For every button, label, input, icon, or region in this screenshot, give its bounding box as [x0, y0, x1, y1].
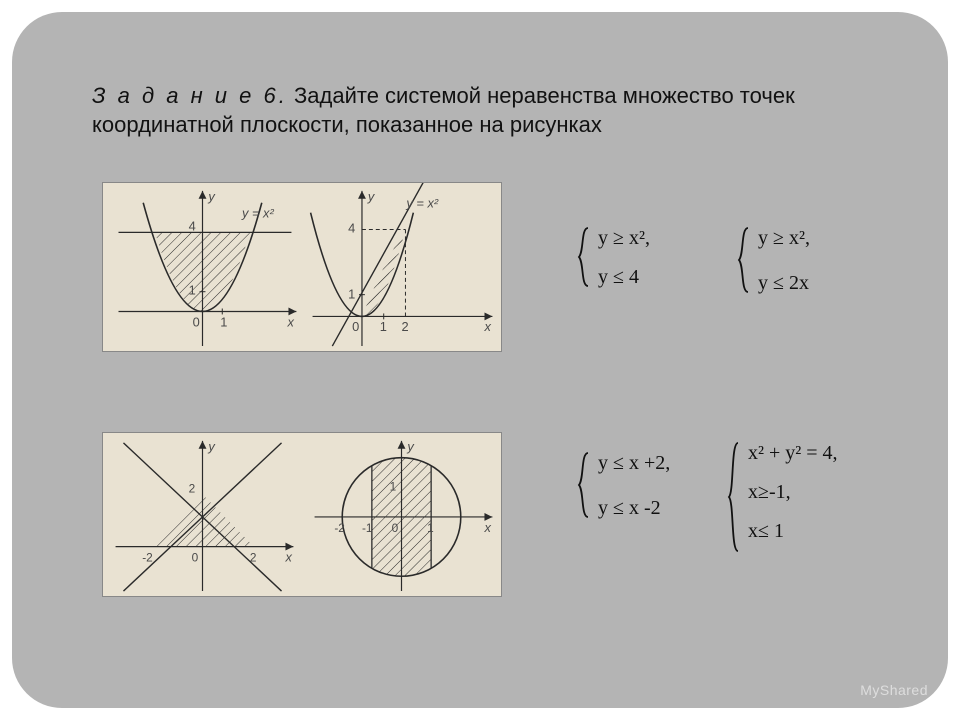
inequality-line: x≥-1,: [748, 481, 838, 504]
graph-circle-band: y x -2 -1 0 1 1: [302, 433, 501, 596]
svg-text:x: x: [286, 314, 294, 329]
svg-text:y: y: [406, 439, 415, 454]
svg-text:4: 4: [348, 220, 355, 235]
slide-canvas: З а д а н и е 6. Задайте системой нераве…: [12, 12, 948, 708]
brace-icon: [576, 452, 590, 518]
svg-text:2: 2: [189, 481, 196, 495]
svg-text:x: x: [284, 549, 292, 564]
brace-icon: [726, 442, 740, 552]
svg-text:0: 0: [192, 550, 199, 564]
brace-icon: [736, 227, 750, 293]
svg-text:-2: -2: [142, 550, 153, 564]
inequality-line: y ≤ x +2,: [598, 452, 670, 475]
svg-text:1: 1: [348, 287, 355, 302]
svg-text:y: y: [207, 189, 216, 204]
svg-text:x: x: [483, 520, 491, 535]
svg-text:y = x²: y = x²: [241, 206, 274, 221]
graph-two-lines: y x -2 0 2 2: [103, 433, 302, 596]
svg-text:0: 0: [352, 319, 359, 334]
task-text: З а д а н и е 6. Задайте системой нераве…: [92, 82, 892, 139]
inequality-system: x² + y² = 4, x≥-1, x≤ 1: [742, 442, 838, 552]
inequality-line: x≤ 1: [748, 520, 838, 543]
svg-text:y = x²: y = x²: [405, 196, 438, 211]
inequality-line: y ≥ x²,: [758, 227, 810, 250]
svg-text:2: 2: [250, 550, 257, 564]
inequality-system: y ≤ x +2, y ≤ x -2: [592, 452, 670, 518]
task-label: З а д а н и е 6.: [92, 83, 288, 108]
svg-text:1: 1: [380, 319, 387, 334]
brace-icon: [576, 227, 590, 287]
graph-parabola-line: y x 0 1 2 1 4 y = x²: [302, 183, 501, 351]
inequality-line: y ≤ x -2: [598, 497, 670, 520]
svg-text:1: 1: [427, 521, 434, 535]
svg-text:0: 0: [392, 521, 399, 535]
graph-row-top: y x 0 1 1 4 y = x²: [102, 182, 502, 352]
svg-text:-2: -2: [334, 521, 345, 535]
graph-parabola-cap: y x 0 1 1 4 y = x²: [103, 183, 302, 351]
svg-text:y: y: [207, 439, 216, 454]
inequality-line: x² + y² = 4,: [748, 442, 838, 465]
graph-row-bottom: y x -2 0 2 2: [102, 432, 502, 597]
inequality-line: y ≤ 4: [598, 266, 650, 289]
svg-text:1: 1: [189, 283, 196, 298]
svg-text:4: 4: [189, 218, 196, 233]
inequality-system: y ≥ x², y ≤ 4: [592, 227, 650, 287]
svg-text:y: y: [367, 189, 376, 204]
svg-text:0: 0: [193, 314, 200, 329]
inequality-line: y ≥ x²,: [598, 227, 650, 250]
inequality-system: y ≥ x², y ≤ 2x: [752, 227, 810, 293]
inequality-line: y ≤ 2x: [758, 272, 810, 295]
watermark: MyShared: [860, 682, 928, 698]
svg-text:2: 2: [402, 319, 409, 334]
svg-text:-1: -1: [362, 521, 373, 535]
svg-text:1: 1: [220, 314, 227, 329]
svg-text:1: 1: [390, 479, 397, 493]
svg-text:x: x: [484, 319, 492, 334]
